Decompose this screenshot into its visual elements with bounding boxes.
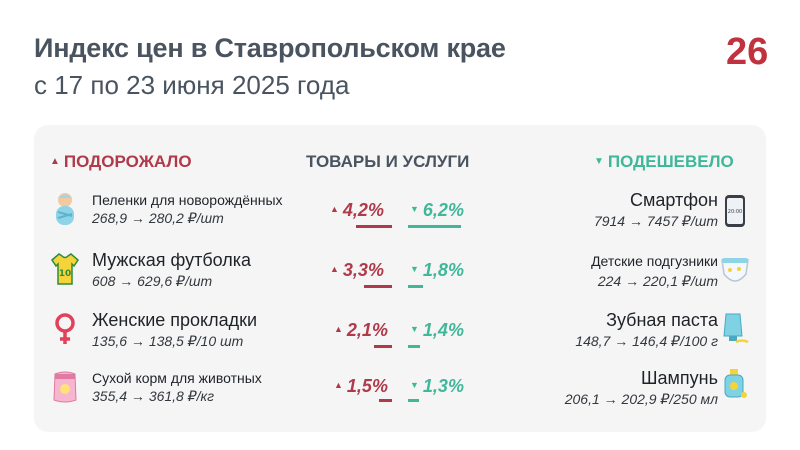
page-title: Индекс цен в Ставропольском крае bbox=[34, 33, 506, 63]
item-name-down: Детские подгузники bbox=[591, 253, 718, 269]
pet-food-icon bbox=[53, 371, 77, 403]
item-price-up: 355,4 → 361,8 ₽/кг bbox=[92, 388, 215, 404]
pct-up: ▲ 4,2% bbox=[330, 200, 384, 220]
item-name-up: Женские прокладки bbox=[92, 310, 258, 330]
item-name-up: Пеленки для новорождённых bbox=[92, 192, 283, 208]
item-price-up: 608 → 629,6 ₽/шт bbox=[92, 273, 213, 289]
female-symbol-icon bbox=[55, 313, 75, 344]
bar-down bbox=[408, 285, 424, 288]
item-name-up: Сухой корм для животных bbox=[92, 370, 262, 386]
item-price-down: 224 → 220,1 ₽/шт bbox=[597, 273, 718, 289]
item-name-down: Смартфон bbox=[629, 190, 718, 210]
item-name-down: Зубная паста bbox=[606, 310, 718, 330]
item-price-up: 135,6 → 138,5 ₽/10 шт bbox=[92, 333, 244, 349]
pct-up: ▲ 1,5% bbox=[334, 376, 388, 396]
logo-26: 26 bbox=[726, 31, 768, 72]
toothpaste-icon bbox=[723, 313, 749, 344]
item-name-up: Мужская футболка bbox=[92, 250, 252, 270]
list-item: Пеленки для новорождённых 268,9 → 280,2 … bbox=[0, 190, 800, 250]
page-subtitle: с 17 по 23 июня 2025 года bbox=[34, 70, 350, 100]
bar-up bbox=[374, 345, 392, 348]
triangle-down-icon: ▼ bbox=[594, 156, 604, 167]
pct-down: ▼ 1,8% bbox=[410, 260, 464, 280]
tshirt-icon: 10 bbox=[51, 253, 79, 285]
smartphone-icon: 20:00 bbox=[725, 195, 745, 227]
bar-up bbox=[356, 225, 392, 228]
pct-up: ▲ 2,1% bbox=[334, 320, 388, 340]
svg-text:10: 10 bbox=[59, 269, 72, 279]
bar-up bbox=[363, 285, 392, 288]
pct-down: ▼ 1,4% bbox=[410, 320, 464, 340]
bar-up bbox=[379, 399, 392, 402]
shampoo-icon bbox=[724, 369, 747, 398]
triangle-up-icon: ▲ bbox=[50, 156, 60, 167]
column-header-down: ▼ ПОДЕШЕВЕЛО bbox=[594, 152, 734, 171]
price-panel bbox=[34, 125, 766, 432]
pct-down: ▼ 1,3% bbox=[410, 376, 464, 396]
list-item: 10 Мужская футболка 608 → 629,6 ₽/шт ▲ 3,… bbox=[0, 250, 800, 310]
column-header-up: ▲ ПОДОРОЖАЛО bbox=[50, 152, 192, 171]
item-price-up: 268,9 → 280,2 ₽/шт bbox=[92, 210, 224, 226]
item-price-down: 206,1 → 202,9 ₽/250 мл bbox=[564, 391, 718, 407]
baby-swaddle-icon bbox=[56, 193, 74, 225]
diaper-icon bbox=[721, 258, 749, 282]
pct-down: ▼ 6,2% bbox=[410, 200, 464, 220]
list-item: Женские прокладки 135,6 → 138,5 ₽/10 шт … bbox=[0, 310, 800, 370]
bar-down bbox=[408, 345, 420, 348]
bar-down bbox=[408, 399, 420, 402]
item-price-down: 148,7 → 146,4 ₽/100 г bbox=[575, 333, 718, 349]
svg-text:26: 26 bbox=[726, 31, 768, 72]
svg-text:20:00: 20:00 bbox=[728, 209, 742, 215]
column-header-goods: ТОВАРЫ И УСЛУГИ bbox=[306, 152, 470, 171]
bar-down bbox=[408, 225, 461, 228]
list-item: Сухой корм для животных 355,4 → 361,8 ₽/… bbox=[0, 368, 800, 428]
item-price-down: 7914 → 7457 ₽/шт bbox=[593, 213, 718, 229]
pct-up: ▲ 3,3% bbox=[330, 260, 384, 280]
item-name-down: Шампунь bbox=[641, 368, 718, 388]
